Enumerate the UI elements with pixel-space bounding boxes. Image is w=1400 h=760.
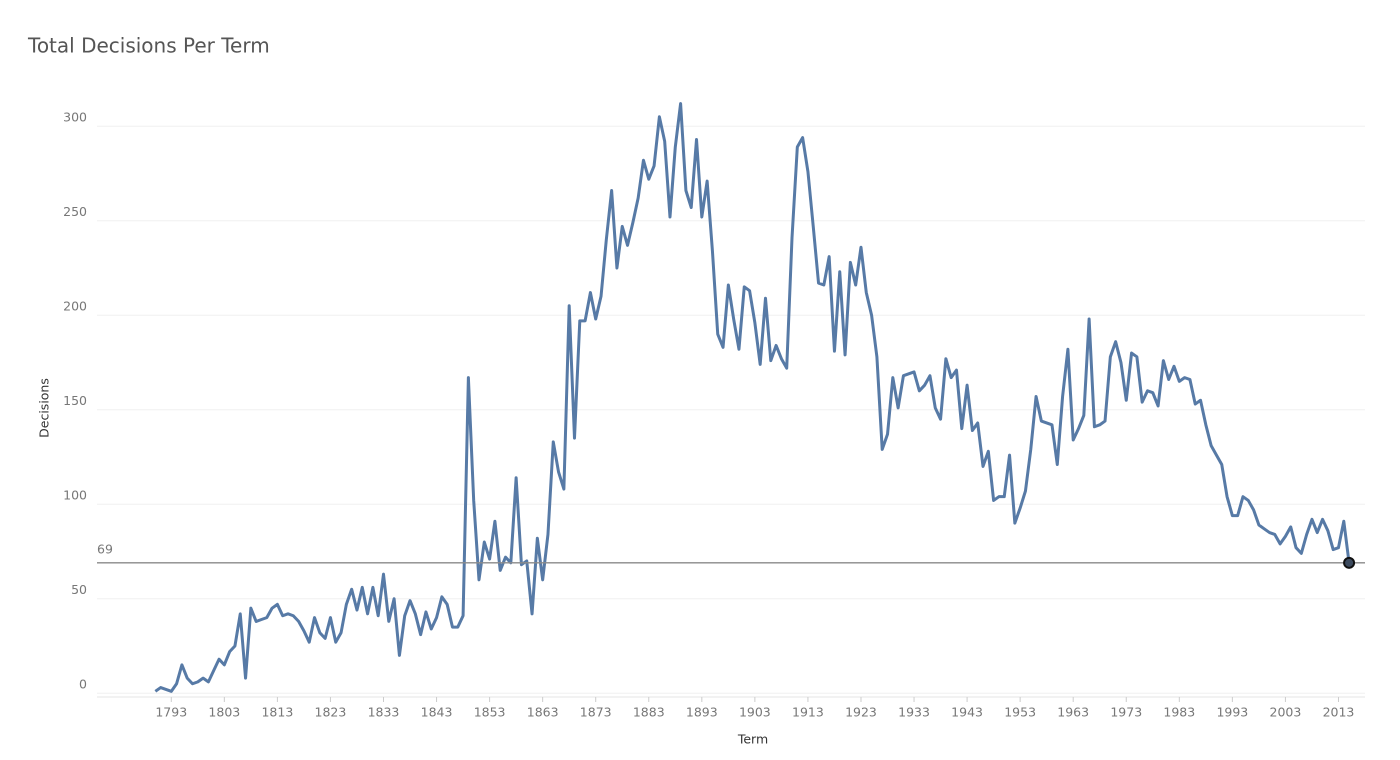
x-tick-label: 1973 xyxy=(1110,705,1142,720)
y-tick-label: 300 xyxy=(63,110,87,125)
x-tick-label: 1883 xyxy=(633,705,665,720)
x-axis-title: Term xyxy=(737,732,768,747)
x-tick-label: 1823 xyxy=(315,705,347,720)
end-marker xyxy=(1343,556,1356,569)
x-tick-label: 1833 xyxy=(368,705,400,720)
x-tick-label: 1813 xyxy=(261,705,293,720)
y-axis-title: Decisions xyxy=(37,378,52,438)
x-tick-label: 2013 xyxy=(1323,705,1355,720)
x-tick-label: 1933 xyxy=(898,705,930,720)
y-tick-label: 150 xyxy=(63,393,87,408)
data-line xyxy=(154,102,1351,693)
x-tick-label: 2003 xyxy=(1270,705,1302,720)
chart-title: Total Decisions Per Term xyxy=(27,34,270,58)
x-tick-label: 1953 xyxy=(1004,705,1036,720)
x-tick-label: 1943 xyxy=(951,705,983,720)
x-tick-label: 1793 xyxy=(155,705,187,720)
y-tick-label: 0 xyxy=(79,677,87,692)
y-tick-label: 250 xyxy=(63,204,87,219)
x-tick-label: 1983 xyxy=(1163,705,1195,720)
x-tick-label: 1803 xyxy=(208,705,240,720)
y-tick-label: 100 xyxy=(63,488,87,503)
x-tick-label: 1863 xyxy=(527,705,559,720)
x-tick-label: 1893 xyxy=(686,705,718,720)
x-tick-label: 1873 xyxy=(580,705,612,720)
x-tick-label: 1963 xyxy=(1057,705,1089,720)
reference-label: 69 xyxy=(97,541,113,556)
x-tick-label: 1993 xyxy=(1216,705,1248,720)
x-tick-label: 1903 xyxy=(739,705,771,720)
x-tick-label: 1923 xyxy=(845,705,877,720)
y-tick-label: 50 xyxy=(71,582,87,597)
y-tick-label: 200 xyxy=(63,299,87,314)
x-tick-label: 1913 xyxy=(792,705,824,720)
x-tick-label: 1853 xyxy=(474,705,506,720)
x-tick-label: 1843 xyxy=(421,705,453,720)
